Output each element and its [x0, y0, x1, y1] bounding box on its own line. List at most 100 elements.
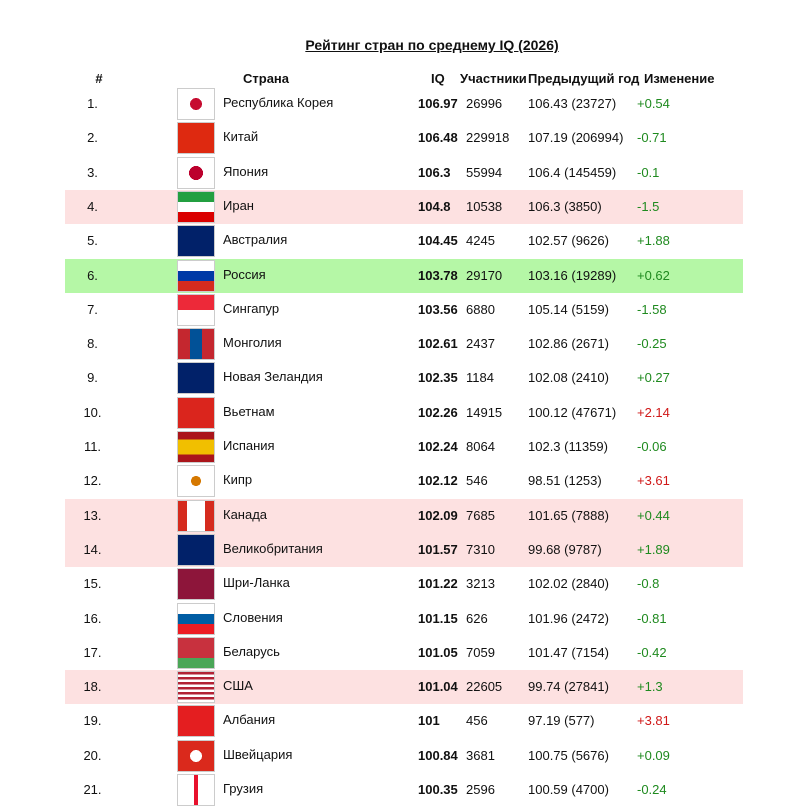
country: Республика Корея — [223, 95, 334, 110]
rank: 12. — [83, 473, 102, 489]
rank: 19. — [83, 713, 102, 729]
flag — [177, 190, 215, 223]
country: Великобритания — [223, 540, 323, 556]
previous-year: 100.75 (5676) — [528, 747, 609, 763]
previous-year: 100.12 (47671) — [528, 404, 617, 420]
country: Новая Зеландия — [223, 369, 323, 385]
column-header: Предыдущий год — [528, 71, 640, 86]
previous-year: 101.96 (2472) — [528, 610, 609, 626]
rank: 20. — [83, 747, 102, 763]
participants: 7685 — [466, 507, 495, 523]
rank: 1. — [87, 96, 98, 111]
previous-year: 99.74 (27841) — [528, 679, 609, 695]
country: Словения — [223, 609, 283, 625]
previous-year: 100.59 (4700) — [528, 782, 609, 797]
flag — [177, 636, 215, 669]
flag — [177, 431, 215, 463]
rank: 21. — [83, 782, 102, 797]
country: Монголия — [223, 335, 282, 351]
iq: 101.04 — [418, 679, 458, 695]
change: +1.3 — [637, 679, 663, 695]
participants: 55994 — [466, 164, 503, 180]
rank: 2. — [87, 130, 98, 146]
flag — [177, 293, 215, 326]
flag — [177, 602, 215, 635]
flag — [177, 88, 215, 120]
previous-year: 106.3 (3850) — [528, 198, 602, 214]
participants: 4245 — [466, 233, 495, 249]
iq: 102.24 — [418, 439, 458, 454]
iq: 100.84 — [418, 747, 458, 763]
column-header: # — [95, 71, 103, 86]
iq: 101.05 — [418, 644, 458, 660]
participants: 2596 — [466, 782, 495, 797]
change: -0.81 — [637, 610, 667, 626]
country: Сингапур — [223, 300, 280, 316]
change: +0.27 — [637, 370, 670, 386]
previous-year: 107.19 (206994) — [528, 130, 624, 146]
iq: 102.12 — [418, 473, 458, 489]
participants: 546 — [466, 473, 488, 489]
flag — [177, 225, 215, 258]
iq: 101 — [418, 713, 440, 729]
iq: 104.45 — [418, 233, 458, 249]
participants: 6880 — [466, 301, 495, 317]
change: -1.5 — [637, 198, 660, 214]
participants: 22605 — [466, 679, 503, 695]
participants: 2437 — [466, 336, 495, 352]
participants: 229918 — [466, 130, 510, 146]
flag — [177, 259, 215, 292]
previous-year: 102.08 (2410) — [528, 370, 609, 386]
column-header: Изменение — [644, 71, 715, 86]
previous-year: 97.19 (577) — [528, 713, 595, 729]
change: -0.25 — [637, 336, 667, 352]
flag — [177, 156, 215, 189]
rank: 10. — [83, 404, 102, 420]
previous-year: 102.57 (9626) — [528, 233, 609, 249]
change: -0.8 — [637, 576, 660, 592]
iq: 104.8 — [418, 198, 451, 214]
change: -1.58 — [637, 301, 667, 317]
previous-year: 98.51 (1253) — [528, 473, 602, 489]
iq: 101.57 — [418, 541, 458, 557]
flag — [177, 739, 215, 772]
previous-year: 99.68 (9787) — [528, 541, 602, 557]
rank: 15. — [83, 576, 102, 592]
participants: 626 — [466, 610, 488, 626]
participants: 14915 — [466, 404, 503, 420]
iq: 100.35 — [418, 782, 458, 797]
country: Швейцария — [223, 746, 293, 762]
change: +3.81 — [637, 713, 670, 729]
participants: 3681 — [466, 747, 495, 763]
change: -0.1 — [637, 164, 660, 180]
rank: 17. — [83, 644, 102, 660]
iq: 103.78 — [418, 267, 458, 283]
rank: 13. — [83, 507, 102, 523]
change: +0.54 — [637, 96, 670, 111]
participants: 7310 — [466, 541, 495, 557]
flag — [177, 328, 215, 361]
previous-year: 101.47 (7154) — [528, 644, 609, 660]
column-header: Участники — [460, 71, 527, 86]
flag — [177, 705, 215, 738]
country: Испания — [223, 438, 275, 453]
participants: 1184 — [466, 370, 494, 386]
flag — [177, 671, 215, 704]
flag — [177, 533, 215, 566]
flag — [177, 774, 215, 806]
change: +1.89 — [637, 541, 670, 557]
rank: 8. — [87, 336, 98, 352]
previous-year: 106.43 (23727) — [528, 96, 617, 111]
rank: 18. — [83, 679, 102, 695]
change: +2.14 — [637, 404, 670, 420]
participants: 7059 — [466, 644, 495, 660]
flag — [177, 568, 215, 601]
country: Россия — [223, 266, 266, 282]
iq: 106.3 — [418, 164, 451, 180]
country: Грузия — [223, 781, 264, 796]
iq: 102.35 — [418, 370, 458, 386]
country: США — [223, 678, 253, 694]
country: Китай — [223, 129, 259, 145]
rank: 11. — [83, 439, 102, 454]
